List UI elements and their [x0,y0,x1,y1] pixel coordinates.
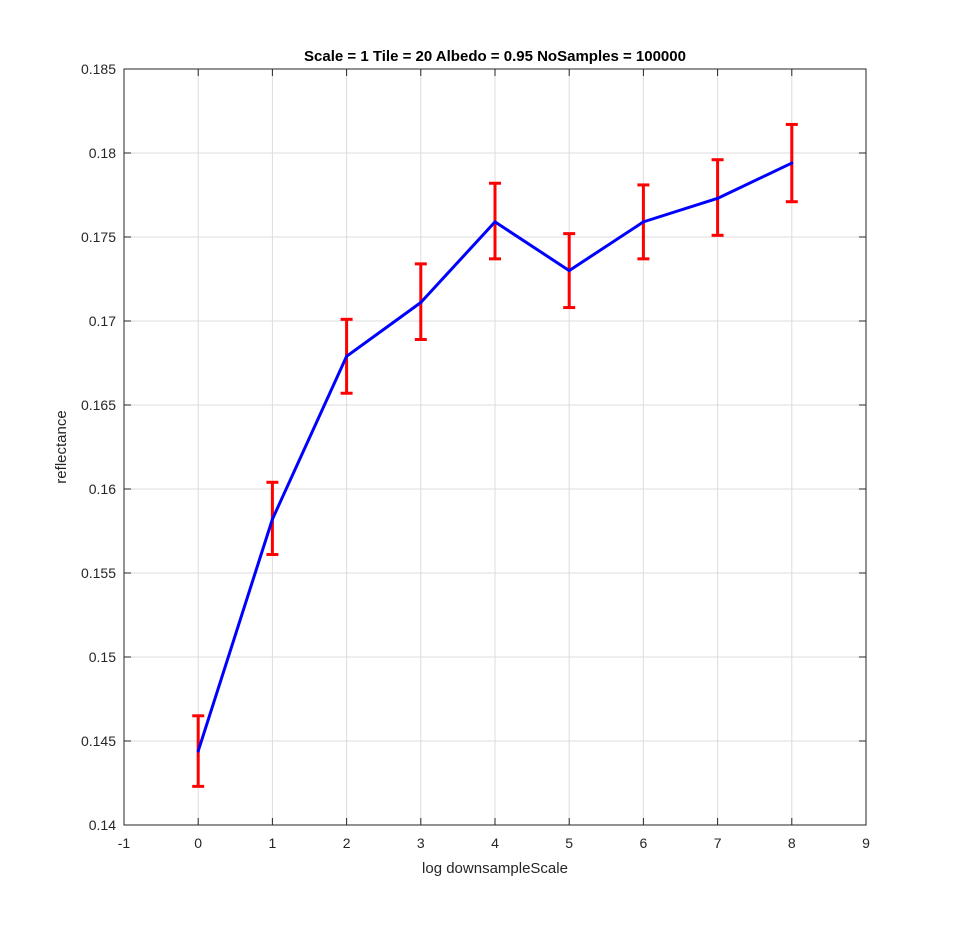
axis-ticks: -1 0 1 2 3 4 5 6 7 8 9 0.14 0.145 0.15 0.155 0.16 0.165 0… [81,61,870,851]
data-point [196,749,200,753]
plot-area: -1 0 1 2 3 4 5 6 7 8 9 0.14 0.145 0.15 0.155 0.16 0.165 0… [81,61,870,851]
data-point [567,269,571,273]
y-tick-label: 0.15 [89,649,116,665]
y-tick-label: 0.16 [89,481,116,497]
x-tick-label: 7 [714,835,722,851]
data-point [790,161,794,165]
y-tick-label: 0.185 [81,61,116,77]
x-tick-label: 0 [194,835,202,851]
y-tick-label: 0.14 [89,817,116,833]
data-point [419,301,423,305]
x-tick-label: 3 [417,835,425,851]
data-layer [192,122,798,788]
data-point [716,196,720,200]
y-tick-label: 0.175 [81,229,116,245]
x-tick-label: 5 [565,835,573,851]
data-point [270,517,274,521]
y-tick-label: 0.17 [89,313,116,329]
y-tick-label: 0.165 [81,397,116,413]
data-point [493,220,497,224]
x-tick-label: 2 [343,835,351,851]
y-tick-label: 0.18 [89,145,116,161]
y-axis-label: reflectance [53,410,70,483]
chart-title: Scale = 1 Tile = 20 Albedo = 0.95 NoSamp… [304,48,686,65]
x-tick-label: 6 [640,835,648,851]
y-tick-label: 0.145 [81,733,116,749]
x-tick-label: 1 [269,835,277,851]
x-tick-label: 4 [491,835,499,851]
x-axis-label: log downsampleScale [422,860,568,877]
data-point [641,220,645,224]
x-tick-label: 9 [862,835,870,851]
x-tick-label: -1 [118,835,131,851]
data-point [345,354,349,358]
x-tick-label: 8 [788,835,796,851]
y-tick-label: 0.155 [81,565,116,581]
